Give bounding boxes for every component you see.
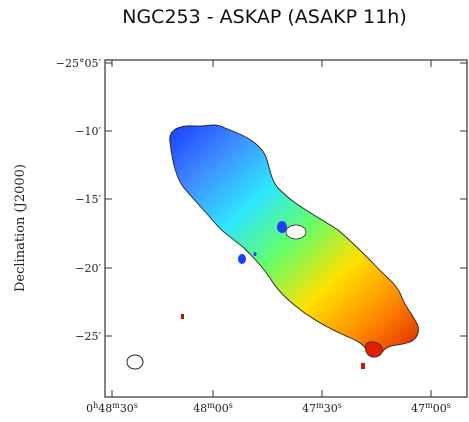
y-tick-label: −25′: [75, 330, 101, 343]
galaxy-disk: [169, 124, 419, 357]
x-axis: 0h48m30s 48m00s 47m30s 47m00s: [86, 60, 451, 415]
tail-lobe: [365, 341, 383, 358]
x-tick-label: 48m00s: [193, 401, 233, 415]
blue-clump-2: [238, 254, 246, 264]
velocity-field: [126, 124, 419, 370]
y-axis-label: Declination (J2000): [13, 164, 28, 292]
chart-title: NGC253 - ASKAP (ASAKP 11h): [122, 6, 407, 28]
y-tick-label: −20′: [75, 262, 101, 275]
y-tick-label: −15′: [75, 193, 101, 206]
beam-ellipse: [126, 354, 144, 370]
blue-clump-1: [277, 221, 287, 233]
y-tick-label: −10′: [75, 125, 101, 138]
central-hole: [285, 224, 307, 240]
y-tick-label: −25°05′: [56, 57, 102, 70]
x-tick-label: 0h48m30s: [86, 401, 138, 415]
x-tick-label: 47m30s: [302, 401, 342, 415]
blue-clump-3: [253, 252, 257, 256]
x-tick-label: 47m00s: [411, 401, 451, 415]
y-axis: −25°05′ −10′ −15′ −20′ −25′: [56, 57, 467, 343]
red-clump-2: [361, 363, 365, 369]
red-clump-1: [181, 314, 184, 319]
